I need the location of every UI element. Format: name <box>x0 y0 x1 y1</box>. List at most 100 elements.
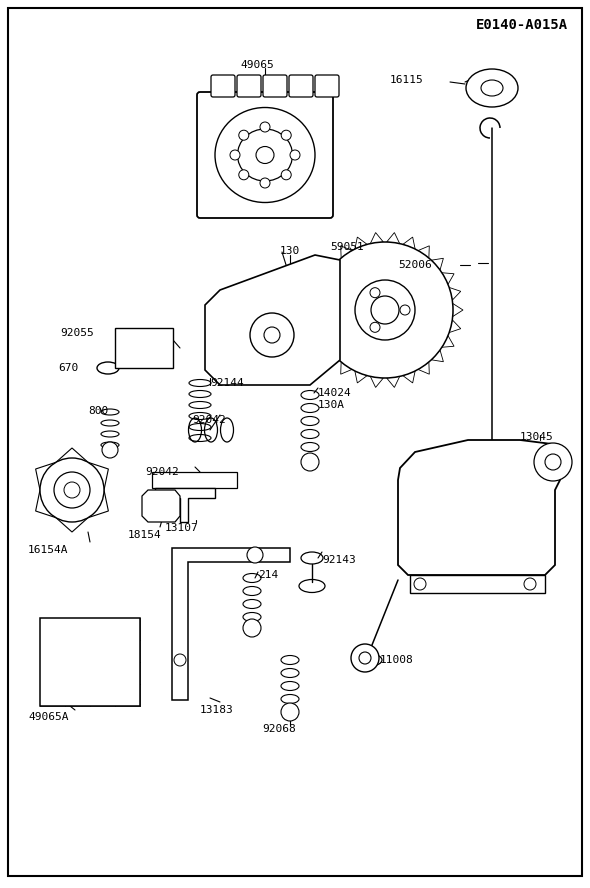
Polygon shape <box>386 233 399 243</box>
Polygon shape <box>418 246 430 258</box>
Polygon shape <box>172 548 290 700</box>
Text: 130: 130 <box>280 246 300 256</box>
FancyBboxPatch shape <box>237 75 261 97</box>
Polygon shape <box>371 377 384 387</box>
Text: 13045: 13045 <box>520 432 554 442</box>
FancyBboxPatch shape <box>211 75 235 97</box>
Circle shape <box>370 322 380 332</box>
Circle shape <box>545 454 561 470</box>
Text: 92042: 92042 <box>145 467 179 477</box>
Circle shape <box>239 131 249 140</box>
Circle shape <box>524 578 536 590</box>
Circle shape <box>414 578 426 590</box>
Text: 92055: 92055 <box>60 328 94 338</box>
Circle shape <box>40 458 104 522</box>
Text: 13183: 13183 <box>200 705 234 715</box>
Circle shape <box>281 703 299 721</box>
Polygon shape <box>205 255 340 385</box>
Text: 92144: 92144 <box>210 378 244 388</box>
Text: 16154A: 16154A <box>28 545 68 555</box>
Text: 670: 670 <box>58 363 78 373</box>
Circle shape <box>290 150 300 160</box>
Circle shape <box>351 644 379 672</box>
Circle shape <box>355 280 415 340</box>
Circle shape <box>534 443 572 481</box>
Text: 214: 214 <box>258 570 278 580</box>
Polygon shape <box>155 488 215 522</box>
Circle shape <box>260 178 270 188</box>
Polygon shape <box>309 320 321 333</box>
Polygon shape <box>340 246 352 258</box>
Polygon shape <box>442 273 454 284</box>
Polygon shape <box>386 377 399 387</box>
Polygon shape <box>431 350 443 361</box>
Circle shape <box>239 170 249 179</box>
Polygon shape <box>35 490 56 518</box>
Circle shape <box>371 296 399 324</box>
Text: 16115: 16115 <box>390 75 424 85</box>
Circle shape <box>400 305 410 315</box>
Text: 800: 800 <box>88 406 108 416</box>
Polygon shape <box>403 237 415 249</box>
Ellipse shape <box>215 107 315 202</box>
FancyBboxPatch shape <box>315 75 339 97</box>
Text: 49065: 49065 <box>240 60 274 70</box>
Circle shape <box>370 288 380 297</box>
Polygon shape <box>88 463 109 490</box>
Ellipse shape <box>238 129 293 181</box>
Text: 49065A: 49065A <box>28 712 68 722</box>
Polygon shape <box>403 371 415 383</box>
Text: 52006: 52006 <box>398 260 432 270</box>
Polygon shape <box>453 304 463 316</box>
Circle shape <box>281 341 299 359</box>
Polygon shape <box>56 448 88 463</box>
Polygon shape <box>88 490 109 518</box>
Polygon shape <box>35 463 56 490</box>
Polygon shape <box>355 371 367 383</box>
Text: 130A: 130A <box>318 400 345 410</box>
Text: 92042: 92042 <box>192 415 226 425</box>
Circle shape <box>301 453 319 471</box>
Text: 18154: 18154 <box>128 530 162 540</box>
Polygon shape <box>56 518 88 532</box>
Circle shape <box>260 122 270 132</box>
Polygon shape <box>431 258 443 270</box>
Polygon shape <box>449 320 461 333</box>
Bar <box>40 618 140 706</box>
Polygon shape <box>307 304 317 316</box>
Ellipse shape <box>466 69 518 107</box>
Polygon shape <box>418 362 430 374</box>
Circle shape <box>317 242 453 378</box>
Polygon shape <box>309 288 321 300</box>
Circle shape <box>281 170 291 179</box>
Circle shape <box>230 150 240 160</box>
Bar <box>410 575 545 593</box>
Polygon shape <box>327 258 339 270</box>
Bar <box>152 472 237 488</box>
Polygon shape <box>340 362 352 374</box>
Circle shape <box>54 472 90 508</box>
Ellipse shape <box>481 80 503 96</box>
Circle shape <box>264 327 280 343</box>
Polygon shape <box>442 336 454 347</box>
Polygon shape <box>327 350 339 361</box>
Text: 92143: 92143 <box>322 555 356 565</box>
Bar <box>115 328 173 368</box>
Polygon shape <box>371 233 384 243</box>
FancyBboxPatch shape <box>197 92 333 218</box>
Polygon shape <box>316 336 328 347</box>
Circle shape <box>281 131 291 140</box>
Polygon shape <box>355 237 367 249</box>
Circle shape <box>102 442 118 458</box>
Ellipse shape <box>256 147 274 163</box>
Circle shape <box>250 313 294 357</box>
FancyBboxPatch shape <box>289 75 313 97</box>
Text: 92068: 92068 <box>262 724 296 734</box>
Text: 14024: 14024 <box>318 388 352 398</box>
Text: 13107: 13107 <box>165 523 199 533</box>
Circle shape <box>359 652 371 664</box>
Text: 11008: 11008 <box>380 655 414 665</box>
Circle shape <box>247 547 263 563</box>
Text: 59051: 59051 <box>330 242 364 252</box>
Circle shape <box>64 482 80 498</box>
